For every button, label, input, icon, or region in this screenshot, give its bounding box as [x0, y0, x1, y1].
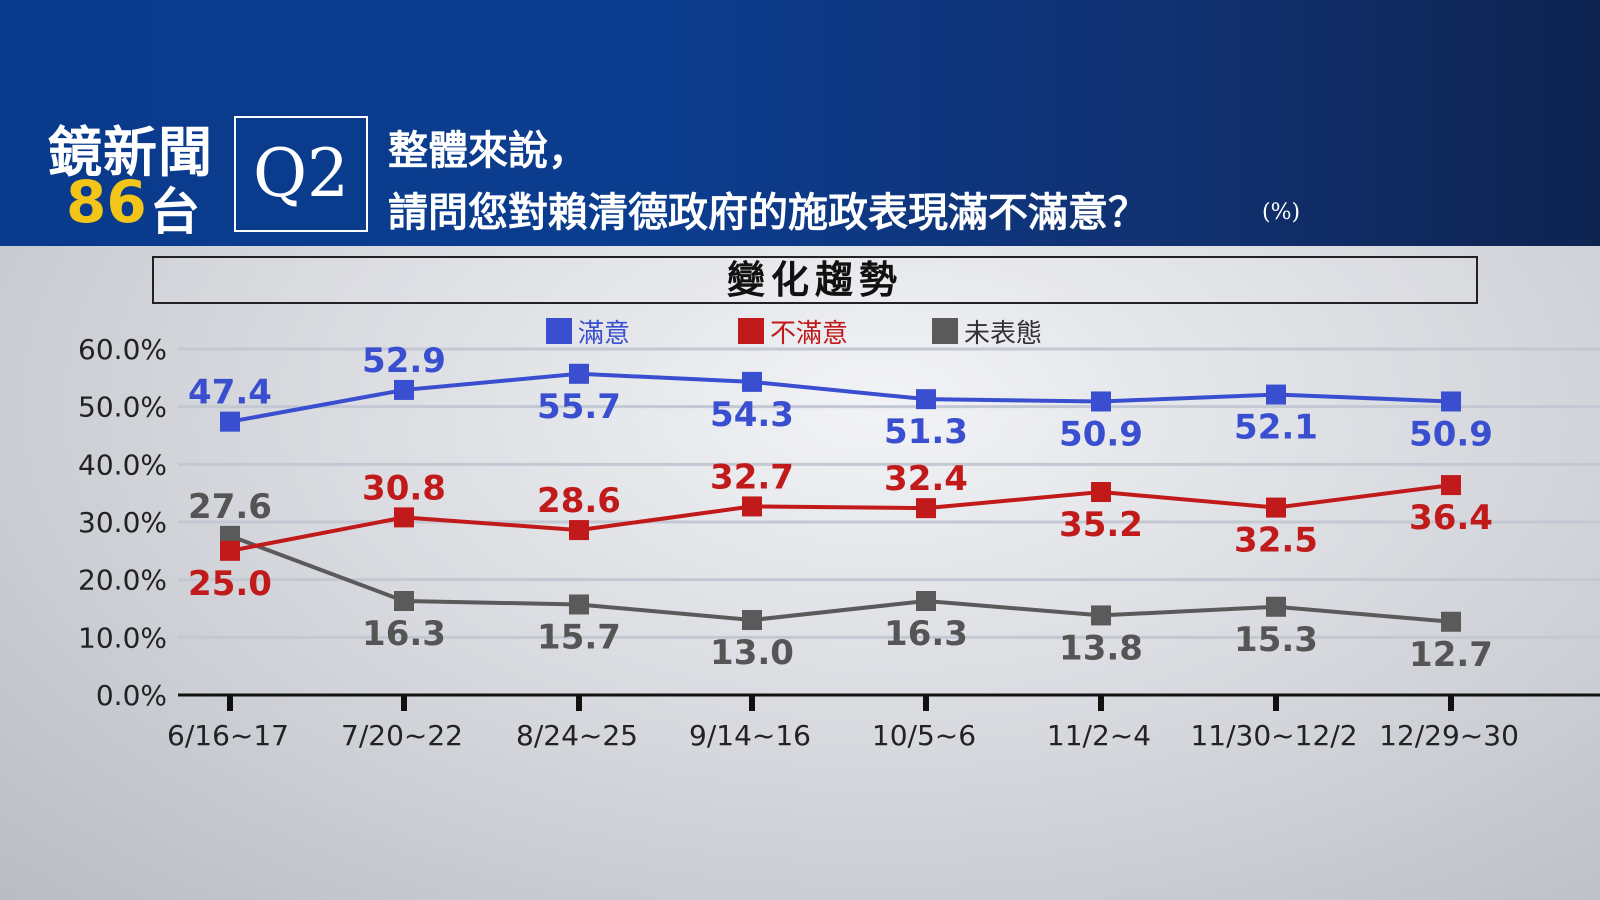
data-label-dissatisfied: 35.2	[1059, 505, 1143, 545]
legend-no-opinion: 未表態	[932, 314, 1043, 349]
data-label-dissatisfied: 28.6	[537, 481, 621, 521]
data-label-satisfied: 55.7	[537, 387, 621, 427]
legend-swatch-no-opinion	[932, 318, 958, 344]
data-label-satisfied: 50.9	[1059, 414, 1143, 454]
marker-no-opinion	[1091, 605, 1111, 626]
legend-label-satisfied: 滿意	[578, 318, 631, 349]
data-label-dissatisfied: 32.7	[710, 457, 794, 497]
x-tick-label: 12/29~30	[1379, 719, 1519, 752]
data-label-satisfied: 52.9	[362, 341, 446, 381]
marker-satisfied	[1091, 391, 1111, 412]
data-label-dissatisfied: 32.4	[884, 459, 968, 499]
data-label-no-opinion: 16.3	[362, 614, 446, 654]
data-label-no-opinion: 13.0	[710, 633, 794, 673]
logo-channel-suffix: 台	[150, 183, 200, 241]
marker-satisfied	[220, 411, 240, 432]
x-tick-label: 9/14~16	[689, 719, 811, 752]
data-label-no-opinion: 15.7	[537, 617, 621, 657]
x-tick-label: 11/30~12/2	[1190, 719, 1357, 752]
y-tick-label: 10.0%	[78, 621, 167, 654]
question-line-2: 請問您對賴清德政府的施政表現滿不滿意？	[388, 189, 1148, 236]
data-label-dissatisfied: 25.0	[188, 564, 272, 604]
marker-dissatisfied	[1091, 482, 1111, 503]
question-line-1: 整體來說，	[388, 127, 588, 174]
data-label-no-opinion: 15.3	[1234, 620, 1318, 660]
x-tick-label: 8/24~25	[516, 719, 638, 752]
data-label-no-opinion: 13.8	[1059, 628, 1143, 668]
data-label-satisfied: 50.9	[1409, 414, 1493, 454]
data-label-satisfied: 52.1	[1234, 408, 1318, 448]
y-tick-label: 40.0%	[78, 448, 167, 481]
data-label-satisfied: 47.4	[188, 373, 272, 413]
y-tick-label: 50.0%	[78, 391, 167, 424]
unit-label: (%)	[1262, 200, 1301, 225]
x-tick-label: 6/16~17	[167, 719, 289, 752]
marker-dissatisfied	[1441, 475, 1461, 496]
marker-satisfied	[569, 363, 589, 384]
marker-satisfied	[1441, 391, 1461, 412]
marker-no-opinion	[1266, 596, 1286, 617]
legend-label-dissatisfied: 不滿意	[770, 318, 849, 349]
legend-label-no-opinion: 未表態	[964, 318, 1043, 349]
legend-swatch-satisfied	[546, 318, 572, 344]
x-tick-label: 11/2~4	[1047, 719, 1151, 752]
data-label-no-opinion: 27.6	[188, 487, 272, 527]
data-label-satisfied: 51.3	[884, 412, 968, 452]
marker-no-opinion	[916, 591, 936, 612]
marker-dissatisfied	[742, 496, 762, 517]
legend-swatch-dissatisfied	[738, 318, 764, 344]
chart-title: 變化趨勢	[152, 256, 1478, 304]
series-line-satisfied	[229, 371, 1452, 424]
series-line-dissatisfied	[229, 483, 1452, 553]
data-label-dissatisfied: 30.8	[362, 468, 446, 508]
marker-satisfied	[742, 371, 762, 392]
series-line-no-opinion	[229, 533, 1452, 624]
marker-no-opinion	[394, 591, 414, 612]
data-label-satisfied: 54.3	[710, 395, 794, 435]
marker-no-opinion	[1441, 611, 1461, 632]
y-tick-label: 20.0%	[78, 564, 167, 597]
logo-channel-number: 86	[66, 168, 147, 236]
marker-dissatisfied	[394, 507, 414, 528]
marker-no-opinion	[742, 610, 762, 631]
x-tick-label: 7/20~22	[341, 719, 463, 752]
marker-satisfied	[1266, 384, 1286, 405]
question-code-box: Q2	[234, 116, 368, 232]
marker-dissatisfied	[916, 498, 936, 519]
legend-satisfied: 滿意	[546, 314, 631, 349]
marker-dissatisfied	[220, 540, 240, 561]
logo-text: 鏡新聞	[48, 121, 213, 184]
data-label-dissatisfied: 36.4	[1409, 498, 1493, 538]
marker-dissatisfied	[569, 520, 589, 541]
data-label-dissatisfied: 32.5	[1234, 521, 1318, 561]
marker-no-opinion	[569, 594, 589, 615]
y-tick-label: 30.0%	[78, 506, 167, 539]
y-tick-label: 60.0%	[78, 333, 167, 366]
marker-dissatisfied	[1266, 497, 1286, 518]
header-banner: 鏡新聞 86 台 Q2 整體來說， 請問您對賴清德政府的施政表現滿不滿意？ (%…	[0, 0, 1600, 246]
data-label-no-opinion: 16.3	[884, 614, 968, 654]
marker-satisfied	[394, 379, 414, 400]
y-tick-label: 0.0%	[96, 679, 167, 712]
x-tick-label: 10/5~6	[872, 719, 976, 752]
marker-satisfied	[916, 389, 936, 410]
data-label-no-opinion: 12.7	[1409, 635, 1493, 675]
legend-dissatisfied: 不滿意	[738, 314, 849, 349]
